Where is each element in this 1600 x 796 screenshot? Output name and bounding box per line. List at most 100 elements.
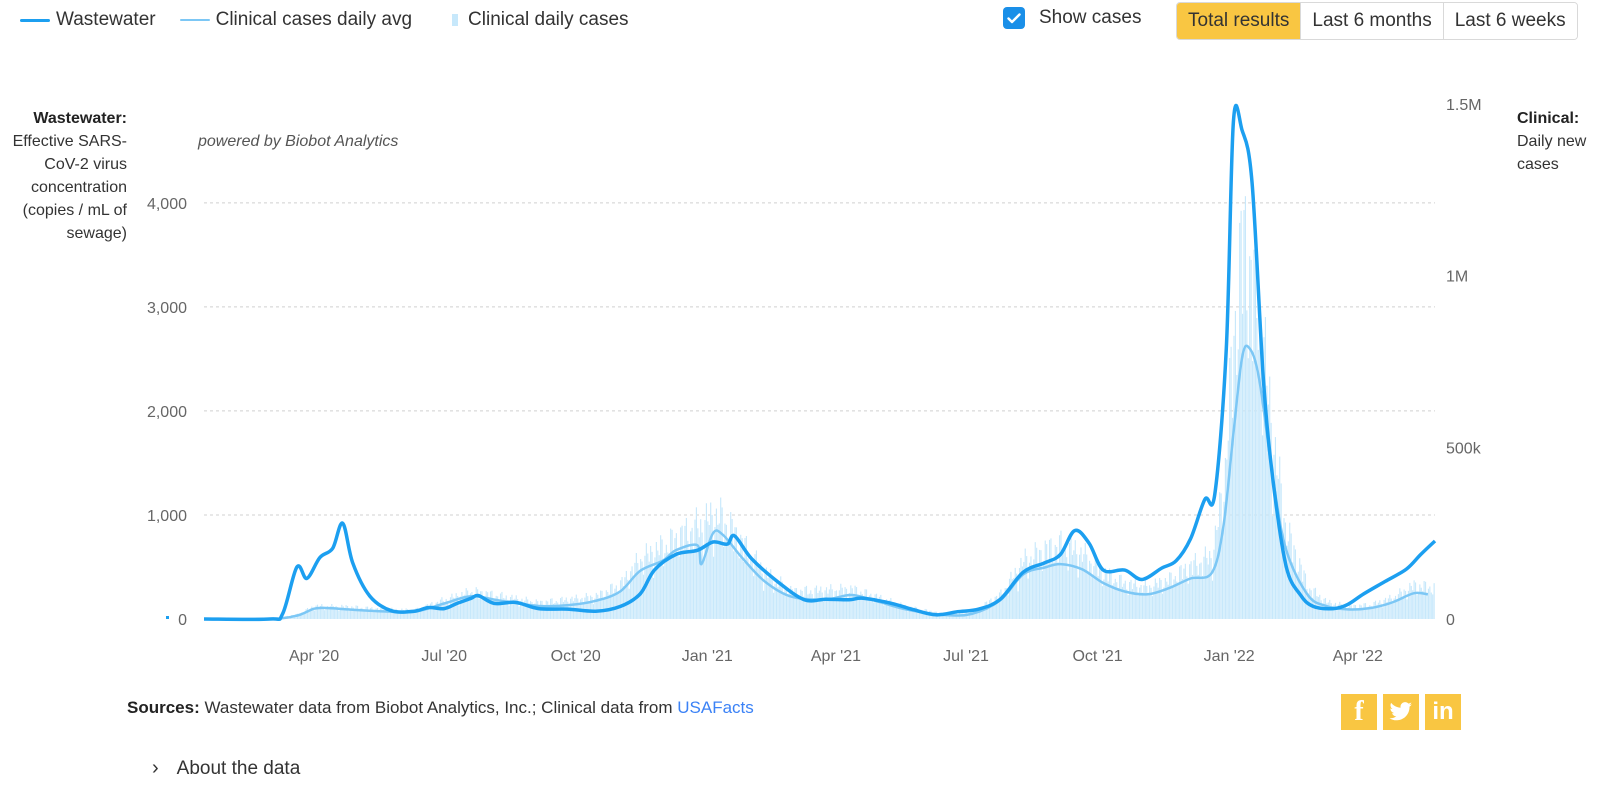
daily-case-bar xyxy=(485,591,487,619)
range-total-results-button[interactable]: Total results xyxy=(1177,3,1301,39)
daily-case-bar xyxy=(855,587,858,619)
daily-case-bar xyxy=(1330,603,1332,619)
range-last-6-weeks-button[interactable]: Last 6 weeks xyxy=(1442,3,1577,39)
daily-case-bar xyxy=(1026,556,1028,619)
daily-case-bar xyxy=(814,587,816,619)
daily-case-bar xyxy=(1034,542,1036,619)
daily-case-bar xyxy=(874,594,876,619)
daily-case-bar xyxy=(831,589,833,619)
daily-case-bar xyxy=(424,609,426,619)
daily-case-bar xyxy=(707,521,709,619)
daily-case-bar xyxy=(743,562,745,619)
daily-case-bar xyxy=(804,586,806,619)
legend-item-clinical-avg[interactable]: Clinical cases daily avg xyxy=(179,9,412,31)
daily-case-bar xyxy=(1141,592,1144,619)
daily-case-bar xyxy=(748,564,750,619)
daily-case-bar xyxy=(1038,549,1041,619)
daily-case-bar xyxy=(1077,577,1079,619)
daily-case-bar xyxy=(986,601,988,619)
daily-case-bar xyxy=(1116,582,1118,619)
daily-case-bar xyxy=(905,606,908,619)
daily-case-bar xyxy=(893,605,895,619)
daily-case-bar xyxy=(1304,573,1307,619)
daily-case-bar xyxy=(515,595,517,619)
daily-case-bar xyxy=(1004,588,1006,619)
daily-case-bar xyxy=(710,502,712,619)
daily-case-bar xyxy=(1103,579,1105,619)
daily-case-bar xyxy=(1184,563,1186,619)
daily-case-bar xyxy=(1372,607,1374,619)
wastewater-series xyxy=(203,103,1437,622)
daily-case-bar xyxy=(848,592,850,619)
daily-case-bar xyxy=(1349,604,1351,619)
daily-case-bar xyxy=(1144,579,1146,619)
daily-case-bar xyxy=(917,611,919,619)
about-the-data-toggle[interactable]: › About the data xyxy=(152,757,300,780)
daily-case-bar xyxy=(662,566,665,619)
daily-case-bar xyxy=(1282,539,1284,619)
daily-case-bar xyxy=(1297,571,1299,619)
daily-case-bar xyxy=(1230,346,1232,619)
twitter-share-button[interactable] xyxy=(1383,694,1419,730)
facebook-share-button[interactable]: f xyxy=(1341,694,1377,730)
daily-case-bar xyxy=(531,602,533,619)
daily-case-bar xyxy=(1001,594,1003,619)
daily-case-bar xyxy=(601,590,603,619)
daily-case-bar xyxy=(788,593,790,619)
daily-case-bar xyxy=(417,607,419,619)
daily-case-bar xyxy=(1294,549,1297,619)
daily-case-bar xyxy=(770,569,772,619)
daily-case-bar xyxy=(1209,551,1211,619)
daily-case-bar xyxy=(438,605,440,619)
show-cases-checkbox[interactable] xyxy=(1003,7,1025,29)
legend-item-wastewater[interactable]: Wastewater xyxy=(20,9,156,31)
daily-case-bar xyxy=(1080,547,1082,619)
legend-item-clinical-daily[interactable]: Clinical daily cases xyxy=(436,9,629,31)
daily-case-bar xyxy=(680,527,682,619)
daily-case-bar xyxy=(1244,196,1246,619)
daily-case-bar xyxy=(895,604,898,619)
daily-case-bar xyxy=(908,608,910,619)
daily-case-bar xyxy=(326,606,329,619)
daily-case-bar xyxy=(1176,581,1178,619)
right-axis-title-text: Daily new cases xyxy=(1517,133,1587,173)
daily-case-bar xyxy=(1416,595,1418,619)
daily-case-bar xyxy=(1284,522,1287,619)
daily-case-bar xyxy=(351,606,353,619)
daily-case-bar xyxy=(1091,575,1093,619)
daily-case-bar xyxy=(1387,598,1389,619)
daily-case-bar xyxy=(355,605,357,619)
daily-case-bar xyxy=(647,553,649,619)
daily-case-bar xyxy=(401,608,403,619)
daily-case-bar xyxy=(880,594,882,619)
daily-case-bar xyxy=(344,608,346,619)
daily-case-bar xyxy=(808,593,810,619)
daily-case-bar xyxy=(1327,602,1329,619)
range-last-6-months-button[interactable]: Last 6 months xyxy=(1300,3,1443,39)
daily-case-bar xyxy=(1410,585,1412,619)
usafacts-link[interactable]: USAFacts xyxy=(677,698,754,717)
daily-case-bar xyxy=(1243,210,1245,619)
daily-case-bar xyxy=(484,598,486,619)
daily-case-bar xyxy=(1151,596,1154,619)
daily-case-bar xyxy=(335,606,337,619)
show-cases-toggle[interactable]: Show cases xyxy=(1003,7,1141,29)
daily-case-bar xyxy=(904,604,906,619)
daily-case-bar xyxy=(1419,584,1421,619)
daily-case-bar xyxy=(508,605,510,619)
daily-case-bar xyxy=(690,531,692,619)
daily-case-bar xyxy=(630,571,632,619)
linkedin-share-button[interactable]: in xyxy=(1425,694,1461,730)
wastewater-chart[interactable]: 0 1,000 2,000 3,000 4,000 0 500k 1M 1.5M Apr '20 J… xyxy=(0,0,1600,690)
daily-case-bar xyxy=(1003,594,1005,619)
daily-case-bar xyxy=(1406,599,1408,619)
clinical-daily-swatch xyxy=(452,14,459,26)
daily-case-bar xyxy=(712,556,715,619)
daily-case-bar xyxy=(1134,579,1136,619)
daily-case-bar xyxy=(1041,570,1043,619)
daily-case-bar xyxy=(459,596,462,619)
daily-case-bar xyxy=(1277,478,1279,619)
daily-case-bar xyxy=(1027,578,1029,619)
x-tick-label: Jul '21 xyxy=(943,648,989,665)
daily-case-bar xyxy=(1160,580,1162,619)
